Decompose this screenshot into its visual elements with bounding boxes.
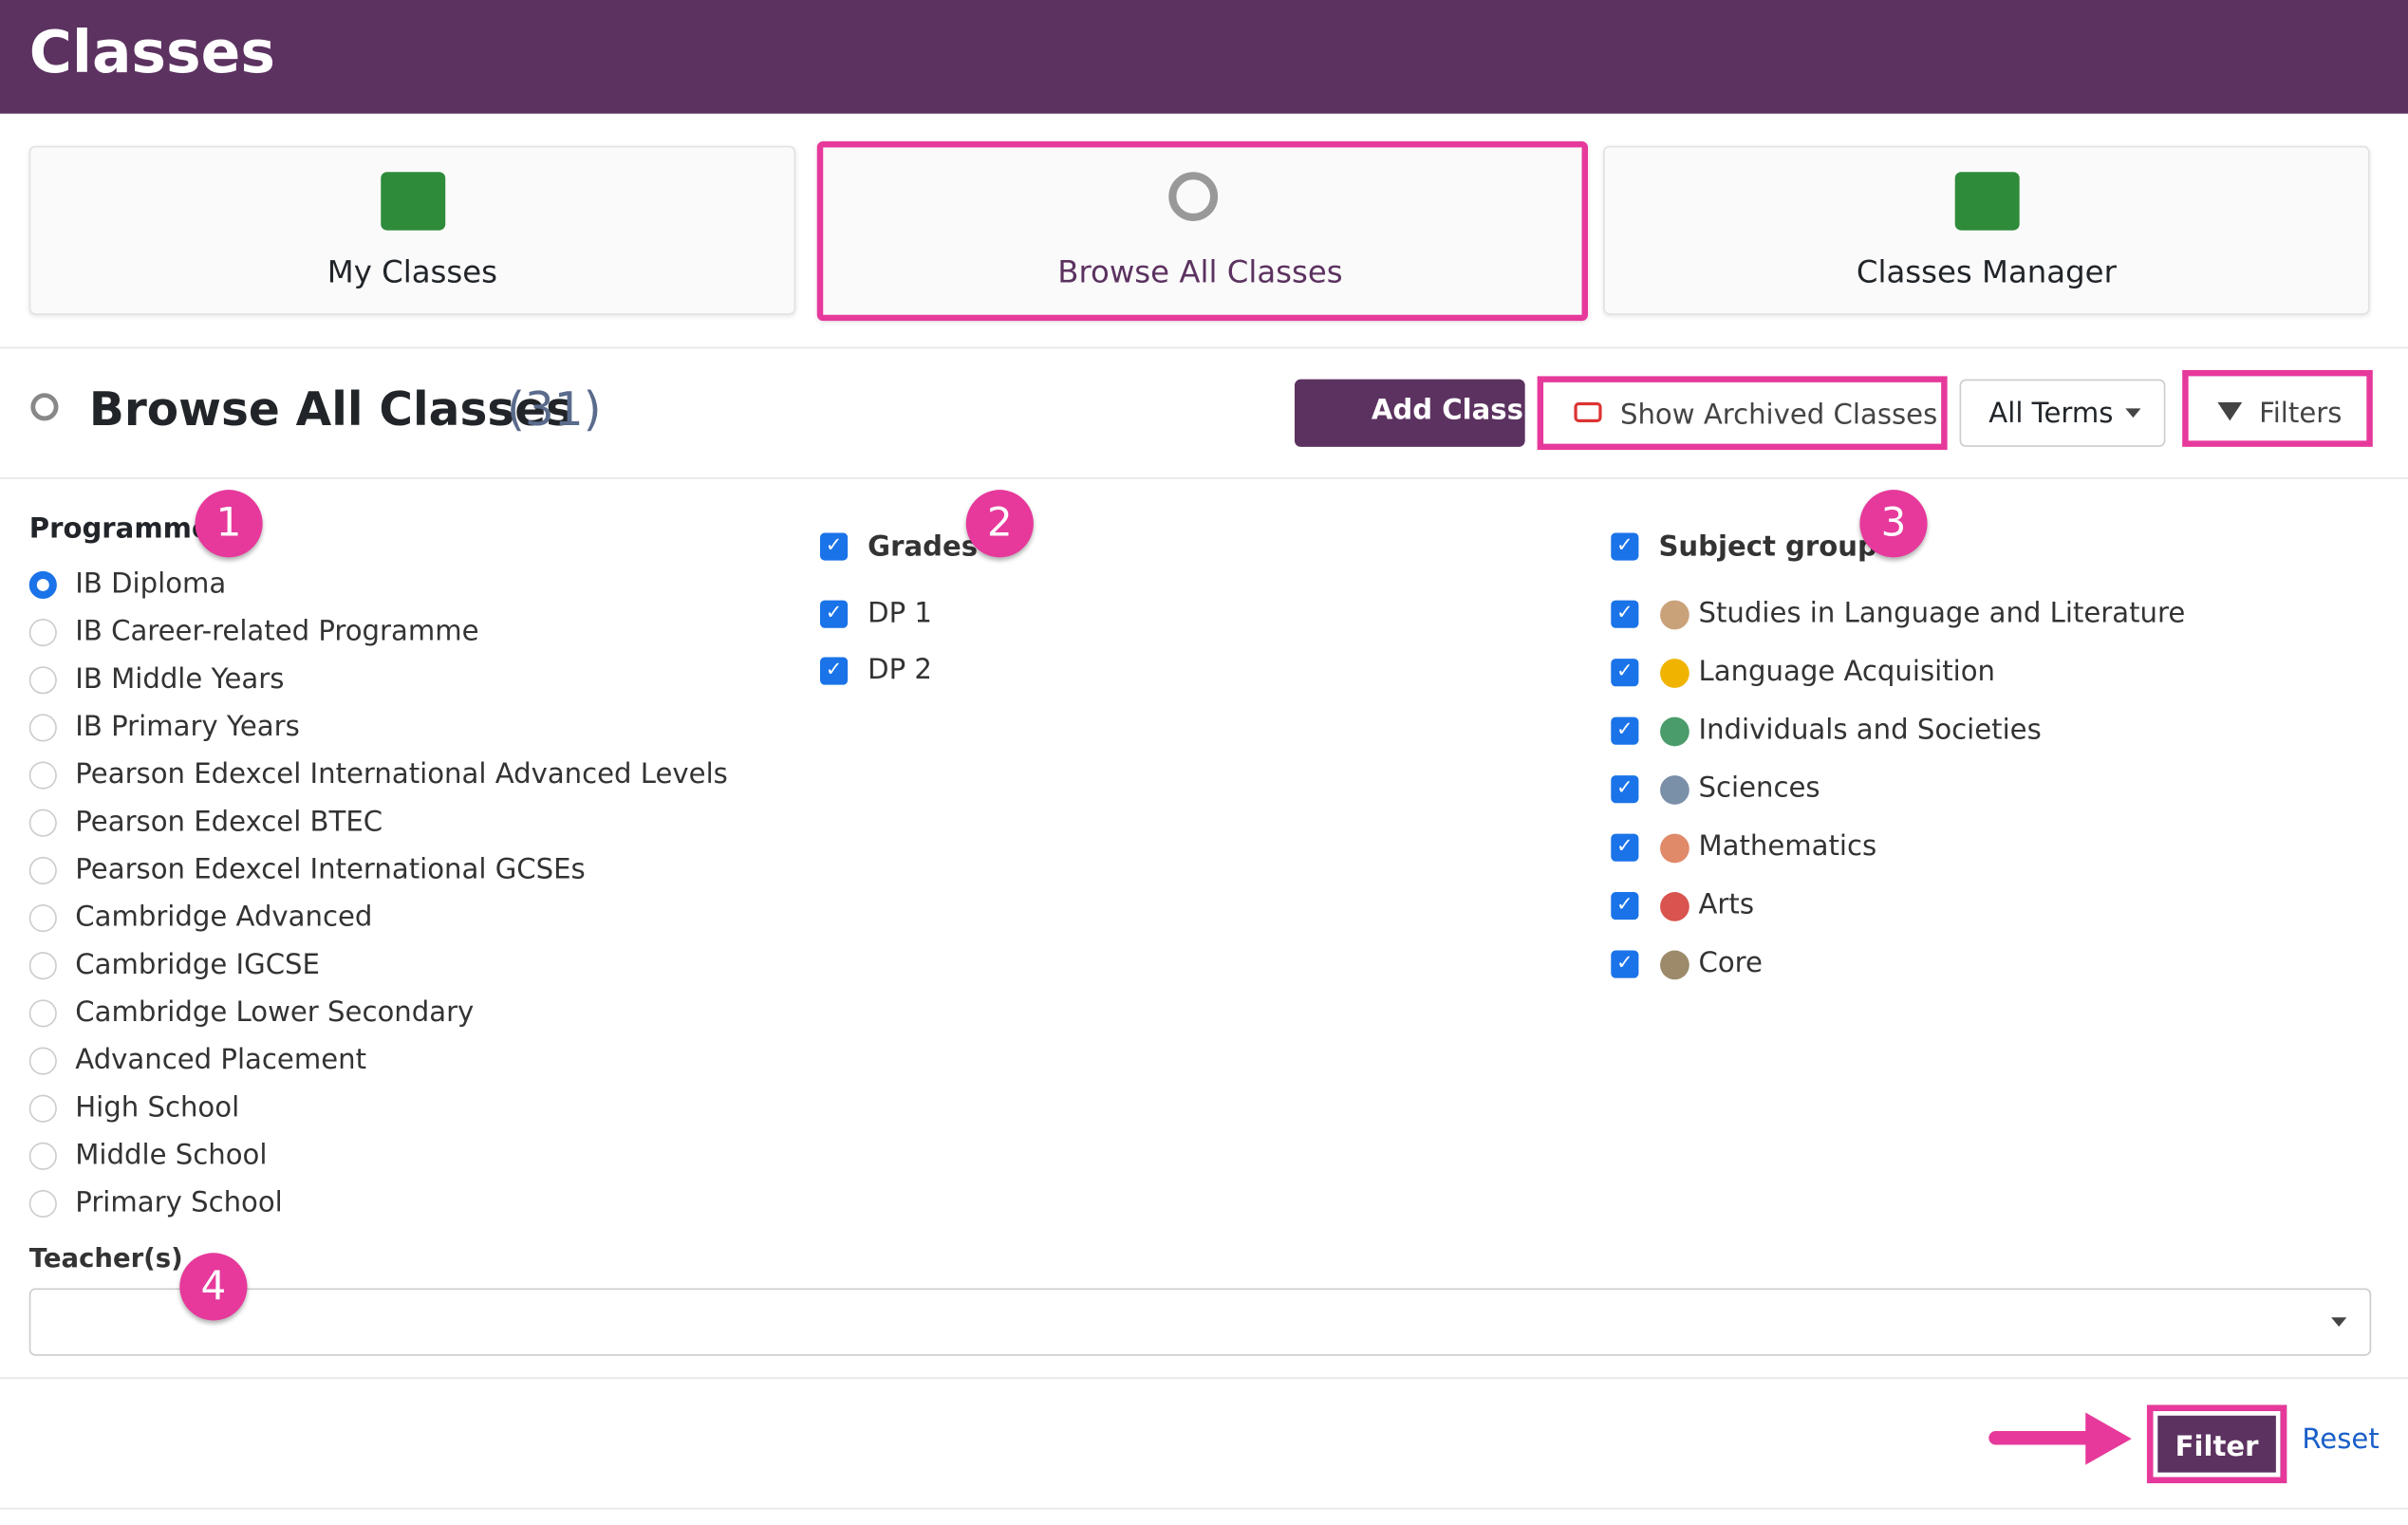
tab-label: My Classes	[327, 252, 498, 290]
reset-link[interactable]: Reset	[2302, 1423, 2380, 1456]
filters-button[interactable]: Filters	[2182, 369, 2373, 447]
radio[interactable]	[28, 1142, 57, 1170]
radio-label: Primary School	[75, 1186, 283, 1219]
tab-icon	[1168, 172, 1219, 221]
radio-label: IB Career-related Programme	[75, 615, 479, 648]
tab-label: Classes Manager	[1856, 252, 2117, 290]
dropdown-caret	[2331, 1317, 2347, 1327]
checkbox-label: DP 2	[868, 654, 932, 687]
radio-label: Cambridge Lower Secondary	[75, 996, 475, 1030]
radio-label: IB Middle Years	[75, 662, 285, 696]
radio[interactable]	[28, 761, 57, 790]
checkbox[interactable]: ✓	[820, 600, 849, 628]
section-count: (31)	[506, 383, 602, 438]
radio[interactable]	[28, 1094, 57, 1123]
checkbox[interactable]: ✓	[1611, 775, 1639, 804]
checkbox[interactable]: ✓	[1611, 659, 1639, 687]
divider	[0, 477, 2408, 479]
annotation-badge: 4	[179, 1253, 248, 1321]
radio[interactable]	[28, 570, 57, 600]
teachers-label: Teacher(s)	[28, 1243, 183, 1274]
checkbox[interactable]: ✓	[1611, 892, 1639, 921]
grades-label: Grades	[868, 530, 979, 564]
checkbox[interactable]: ✓	[1611, 600, 1639, 628]
terms-dropdown[interactable]: All Terms	[1959, 379, 2166, 447]
subject-icon	[1660, 600, 1689, 630]
checkbox-label: Language Acquisition	[1698, 655, 1996, 688]
checkbox[interactable]: ✓	[1611, 532, 1639, 561]
checkbox-label: Individuals and Societies	[1698, 714, 2042, 747]
radio[interactable]	[28, 856, 57, 884]
radio-label: Pearson Edexcel International GCSEs	[75, 853, 586, 886]
arrow-shaft	[1988, 1430, 2097, 1445]
subject-icon	[1660, 950, 1689, 980]
tab-label: Browse All Classes	[1057, 252, 1343, 290]
programme-label: Programme	[28, 512, 211, 546]
radio-label: IB Diploma	[75, 567, 227, 601]
radio-label: Pearson Edexcel International Advanced L…	[75, 758, 728, 791]
checkbox-label: Arts	[1698, 888, 1755, 921]
dropdown-caret	[2125, 408, 2141, 418]
checkbox-label: Core	[1698, 947, 1763, 980]
radio[interactable]	[28, 666, 57, 695]
filter-button[interactable]: Filter	[2146, 1404, 2287, 1483]
checkbox[interactable]: ✓	[820, 532, 849, 561]
radio-label: IB Primary Years	[75, 711, 300, 744]
radio[interactable]	[28, 714, 57, 742]
annotation-badge: 3	[1859, 490, 1928, 558]
show-archived-button[interactable]: Show Archived Classes	[1537, 376, 1948, 451]
filter-icon	[2217, 401, 2243, 421]
radio-label: Pearson Edexcel BTEC	[75, 806, 383, 839]
subject-icon	[1660, 775, 1689, 805]
subject-group-label: Subject group	[1658, 530, 1877, 564]
radio-label: Cambridge IGCSE	[75, 948, 320, 981]
radio[interactable]	[28, 999, 57, 1028]
checkbox-label: Sciences	[1698, 772, 1820, 805]
checkbox[interactable]: ✓	[820, 657, 849, 685]
subject-icon	[1660, 833, 1689, 864]
teachers-select[interactable]	[28, 1288, 2372, 1356]
subject-icon	[1660, 659, 1689, 688]
checkbox-label: Mathematics	[1698, 830, 1877, 864]
radio[interactable]	[28, 619, 57, 647]
checkbox[interactable]: ✓	[1611, 950, 1639, 978]
tab-icon	[381, 172, 446, 231]
divider	[0, 1507, 2408, 1510]
tab-icon	[1954, 172, 2020, 231]
header-bar	[0, 0, 2408, 114]
page-title: Classes	[28, 18, 275, 86]
annotation-badge: 2	[965, 490, 1034, 558]
subject-icon	[1660, 892, 1689, 921]
archive-icon	[1574, 401, 1602, 422]
checkbox-label: Studies in Language and Literature	[1698, 597, 2186, 630]
radio[interactable]	[28, 952, 57, 980]
section-title: Browse All Classes	[88, 383, 574, 438]
checkbox-label: DP 1	[868, 597, 932, 630]
search-icon	[30, 393, 59, 421]
subject-icon	[1660, 716, 1689, 747]
radio-label: Cambridge Advanced	[75, 901, 373, 934]
arrow-head	[2085, 1412, 2132, 1465]
divider	[0, 1377, 2408, 1379]
radio[interactable]	[28, 1189, 57, 1218]
radio[interactable]	[28, 1047, 57, 1075]
radio-label: Advanced Placement	[75, 1044, 366, 1077]
checkbox[interactable]: ✓	[1611, 716, 1639, 745]
tab-card[interactable]	[816, 140, 1589, 322]
checkbox[interactable]: ✓	[1611, 833, 1639, 862]
annotation-badge: 1	[195, 490, 263, 558]
radio-label: Middle School	[75, 1139, 268, 1172]
radio[interactable]	[28, 904, 57, 933]
radio[interactable]	[28, 809, 57, 837]
divider	[0, 346, 2408, 349]
radio-label: High School	[75, 1091, 240, 1125]
add-class-button[interactable]: Add Class	[1294, 379, 1525, 447]
